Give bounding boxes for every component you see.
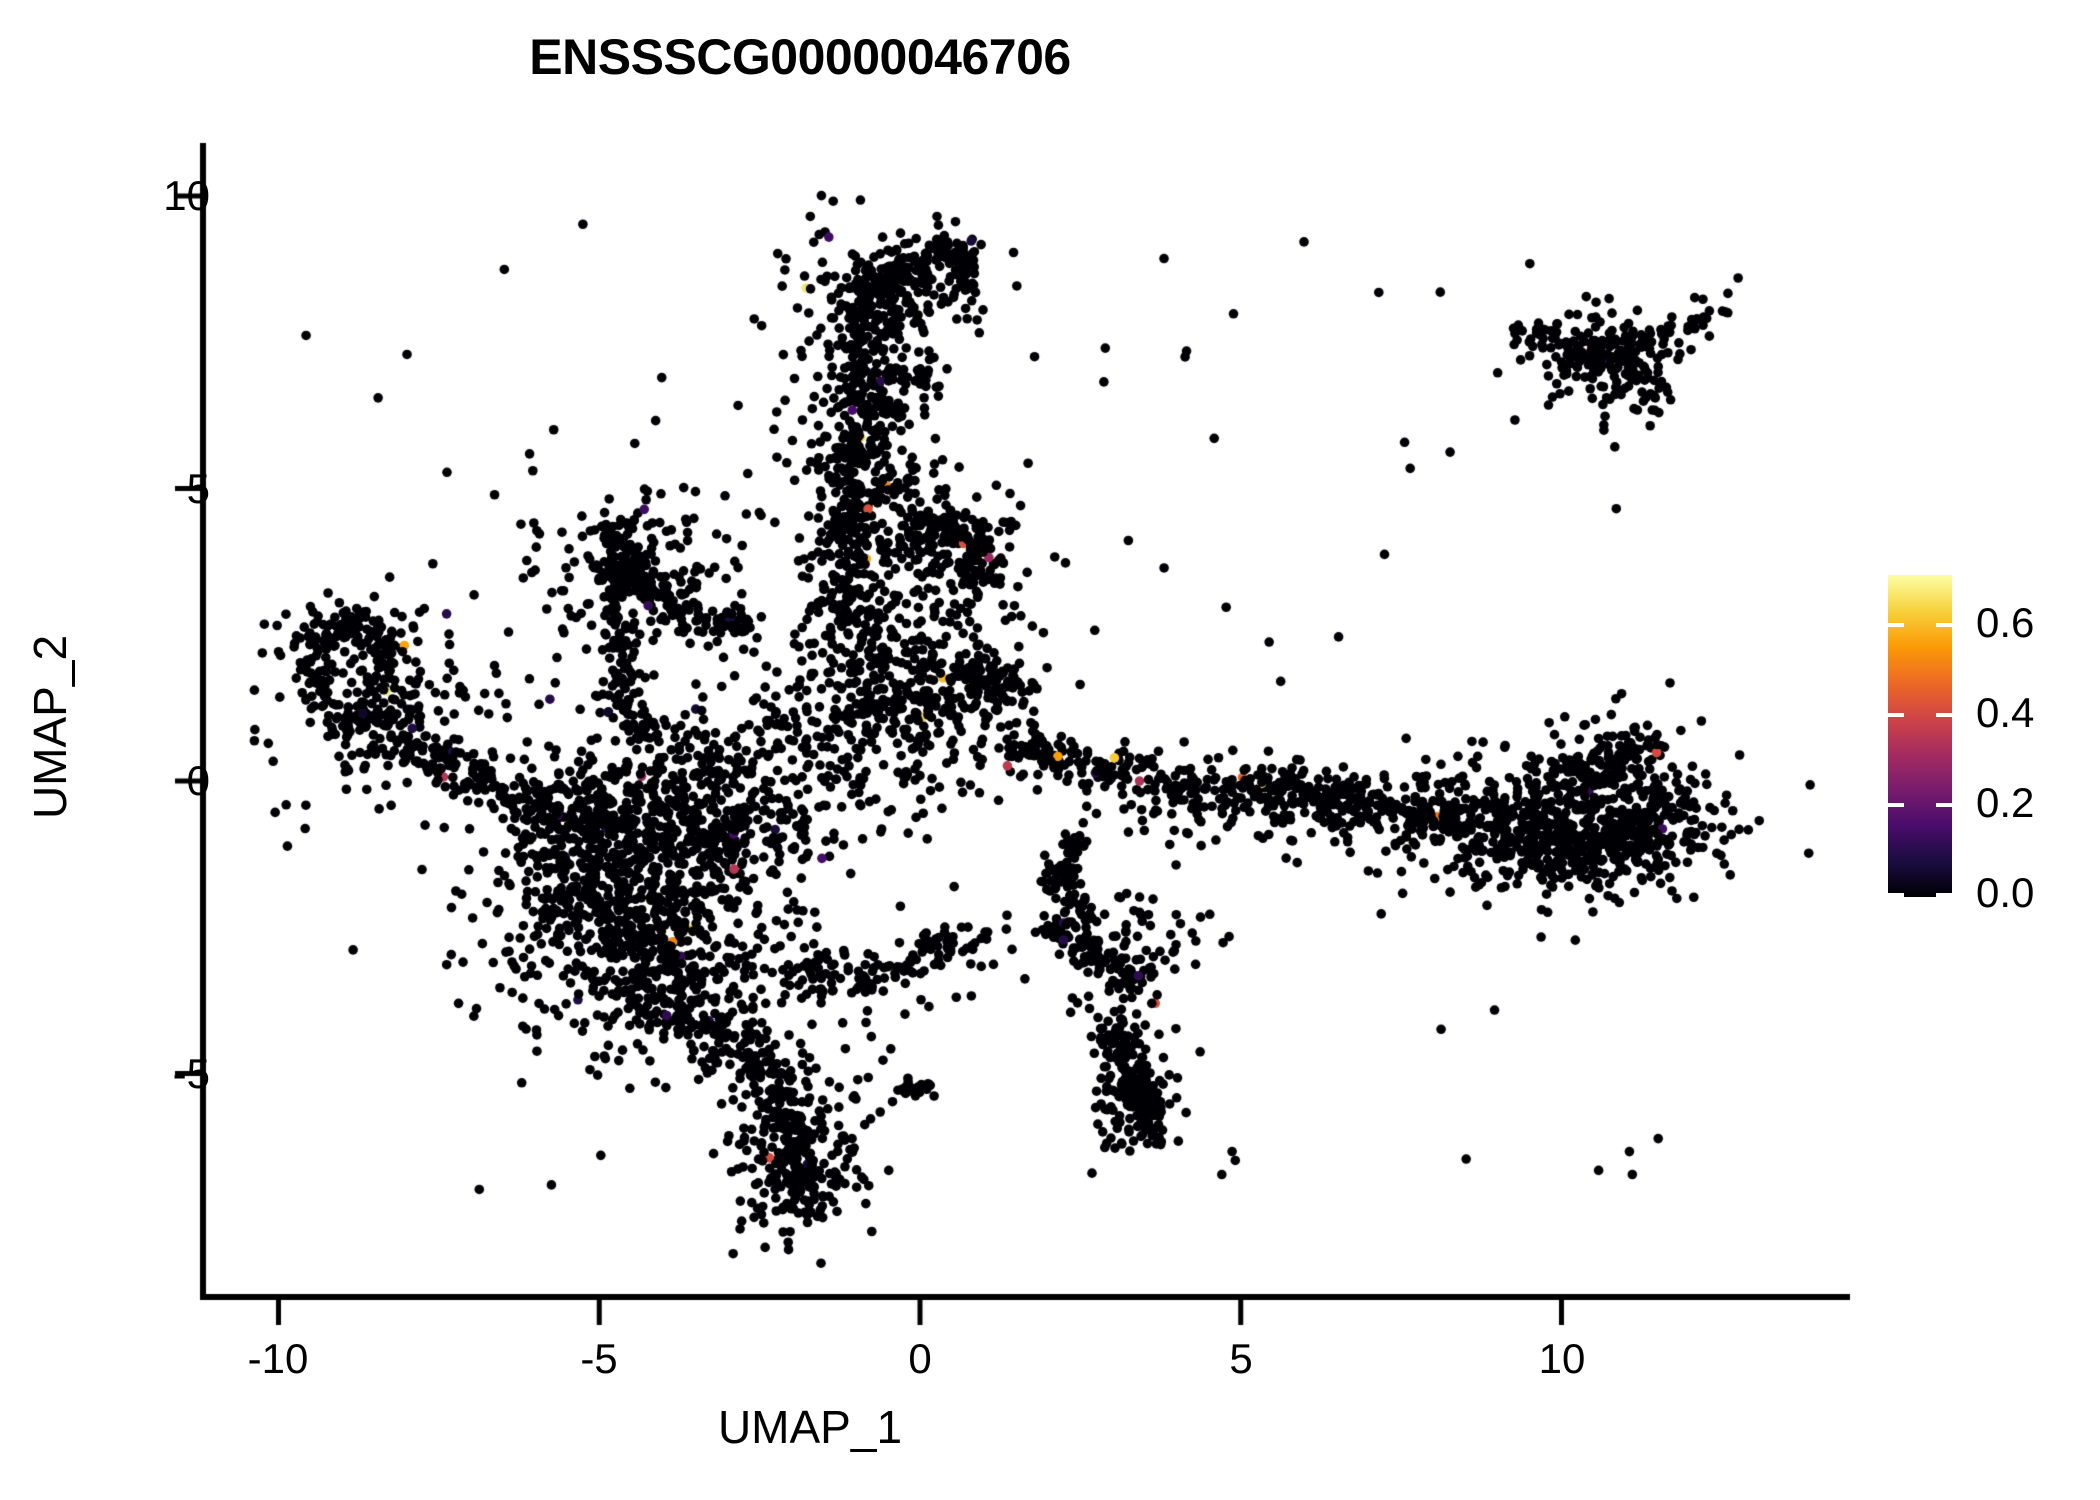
x-tick-label-10: 10: [1538, 1335, 1586, 1382]
colorbar-label-0.6: 0.6: [1976, 599, 2035, 646]
y-tick-label-minus5: -5: [172, 1050, 210, 1097]
y-tick-label-10: 10: [163, 172, 210, 219]
colorbar-tick-0.2-left: [1888, 803, 1904, 807]
colorbar-tick-0.6-right: [1936, 623, 1952, 627]
colorbar-tick-0.0-right: [1936, 893, 1952, 897]
colorbar-gradient: [1888, 575, 1952, 897]
colorbar-tick-0.4-right: [1936, 713, 1952, 717]
x-tick-label-minus5: -5: [580, 1335, 618, 1382]
colorbar-label-0.0: 0.0: [1976, 869, 2035, 916]
y-axis-title: UMAP_2: [24, 634, 76, 820]
x-tick-label-5: 5: [1229, 1335, 1253, 1382]
x-tick-label-minus10: -10: [247, 1335, 309, 1382]
x-tick-label-0: 0: [908, 1335, 932, 1382]
y-tick-label-0: 0: [186, 757, 210, 804]
colorbar-tick-0.6-left: [1888, 623, 1904, 627]
colorbar-tick-0.0-left: [1888, 893, 1904, 897]
colorbar-tick-0.4-left: [1888, 713, 1904, 717]
y-tick-label-5: 5: [186, 465, 210, 512]
colorbar-tick-0.2-right: [1936, 803, 1952, 807]
colorbar-label-0.4: 0.4: [1976, 689, 2035, 736]
x-axis-title: UMAP_1: [717, 1401, 903, 1453]
colorbar-label-0.2: 0.2: [1976, 779, 2035, 826]
